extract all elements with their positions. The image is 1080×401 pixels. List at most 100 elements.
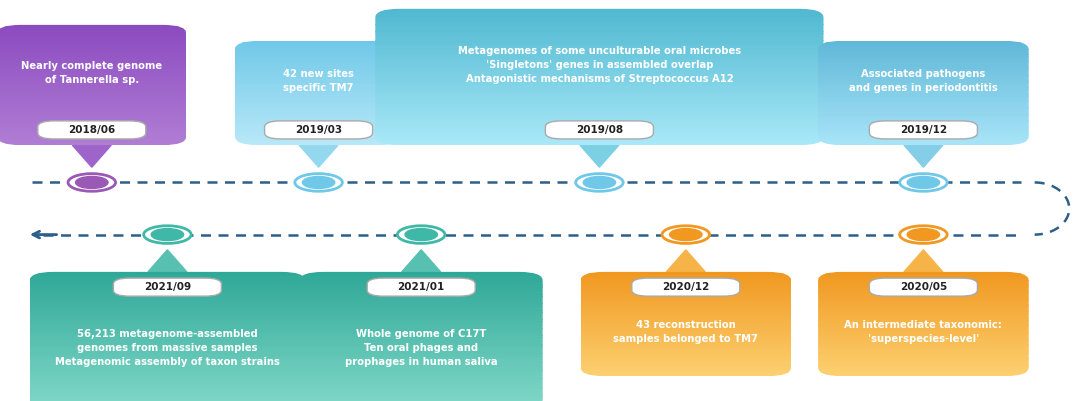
Bar [819,93,1028,95]
Bar [0,141,187,143]
Polygon shape [580,145,619,167]
Bar [29,292,305,295]
Bar [376,111,824,113]
Bar [819,371,1028,373]
Bar [235,117,402,119]
Bar [235,131,402,133]
Bar [819,117,1028,119]
Polygon shape [299,145,338,167]
Bar [29,349,305,351]
Bar [0,101,187,103]
Bar [0,73,187,75]
Bar [581,334,791,336]
Bar [376,93,824,95]
Bar [300,290,543,292]
Bar [235,86,402,88]
Bar [235,105,402,107]
Bar [376,86,824,88]
Bar [0,117,187,119]
Bar [376,83,824,86]
Bar [581,350,791,352]
FancyBboxPatch shape [632,278,740,296]
FancyBboxPatch shape [113,278,221,296]
Bar [300,365,543,367]
Bar [235,75,402,77]
Bar [376,142,824,145]
Bar [819,44,1028,46]
Bar [29,301,305,304]
Circle shape [144,226,191,243]
FancyBboxPatch shape [545,121,653,139]
Bar [0,75,187,77]
Bar [819,42,1028,45]
Bar [581,280,791,282]
Bar [376,20,824,22]
Bar [819,310,1028,312]
Bar [581,330,791,333]
Bar [0,65,187,67]
Bar [29,308,305,310]
Bar [29,317,305,320]
Bar [581,294,791,296]
Bar [0,77,187,79]
Polygon shape [148,250,187,272]
Bar [235,47,402,50]
Bar [819,129,1028,131]
FancyBboxPatch shape [367,278,475,296]
Bar [29,303,305,306]
Bar [300,315,543,317]
Bar [29,283,305,286]
Bar [376,33,824,36]
Bar [581,306,791,308]
Bar [819,51,1028,53]
Bar [376,72,824,75]
Bar [376,70,824,73]
Bar [581,318,791,320]
Bar [819,119,1028,121]
Bar [300,308,543,310]
Bar [300,335,543,338]
Bar [235,93,402,95]
Bar [581,282,791,284]
Bar [300,322,543,324]
Bar [29,276,305,279]
FancyBboxPatch shape [265,121,373,139]
Bar [581,371,791,373]
Bar [581,358,791,360]
Bar [0,32,187,35]
Bar [0,109,187,111]
Bar [29,346,305,349]
Bar [29,367,305,370]
Bar [235,112,402,114]
Bar [581,343,791,345]
Bar [819,73,1028,76]
Bar [0,99,187,101]
Bar [0,81,187,83]
Bar [300,360,543,363]
Bar [376,67,824,70]
Bar [376,77,824,79]
Bar [300,381,543,383]
Bar [819,278,1028,281]
Text: 43 reconstruction
samples belonged to TM7: 43 reconstruction samples belonged to TM… [613,320,758,344]
Bar [300,342,543,344]
Bar [300,346,543,349]
Polygon shape [402,250,441,272]
Bar [29,399,305,401]
Bar [819,320,1028,322]
Bar [819,277,1028,279]
Bar [819,301,1028,303]
Bar [0,55,187,57]
Bar [300,294,543,297]
Bar [300,292,543,295]
Bar [235,67,402,69]
Bar [376,56,824,59]
Bar [819,367,1028,369]
Bar [300,392,543,395]
Bar [819,120,1028,123]
Bar [0,49,187,51]
Bar [300,319,543,322]
Text: 2020/12: 2020/12 [662,282,710,292]
Bar [819,364,1028,366]
Bar [581,346,791,348]
